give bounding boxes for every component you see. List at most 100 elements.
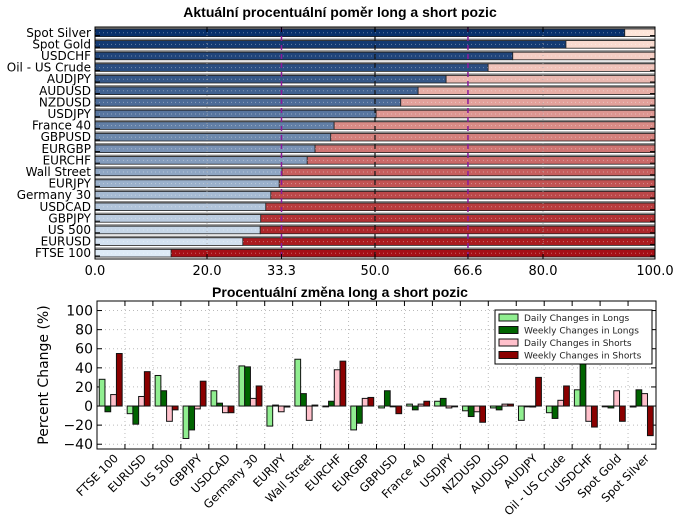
y-tick-label: 20	[75, 380, 93, 396]
y-tick-label: 60	[75, 342, 93, 358]
legend-swatch	[498, 326, 519, 334]
bar-weekly-changes-in-shorts	[227, 405, 235, 414]
bar-weekly-changes-in-shorts	[255, 385, 263, 407]
bar-weekly-changes-in-shorts	[619, 405, 626, 422]
bar-weekly-changes-in-shorts	[479, 405, 487, 423]
legend-label: Daily Changes in Longs	[524, 314, 629, 324]
bar-weekly-changes-in-shorts	[451, 405, 459, 408]
x-tick-label: 80.0	[529, 264, 558, 279]
bar-daily-changes-in-shorts	[389, 405, 397, 408]
bar-daily-changes-in-longs	[406, 403, 413, 407]
bar-daily-changes-in-longs	[238, 365, 246, 407]
y-tick-label: 0	[84, 399, 93, 415]
bar-daily-changes-in-longs	[601, 405, 609, 408]
bar-daily-changes-in-longs	[266, 405, 274, 427]
category-label: NZDUSD	[39, 95, 91, 109]
x-tick-label: 100.0	[636, 264, 673, 279]
x-tick-label: 66.6	[453, 264, 482, 279]
bar-daily-changes-in-shorts	[138, 395, 145, 407]
category-label: US 500	[48, 223, 91, 237]
legend-label: Daily Changes in Shorts	[524, 339, 632, 349]
category-label: Wall Street	[26, 165, 92, 179]
bar-weekly-changes-in-shorts	[115, 353, 123, 407]
plot-frame	[94, 26, 656, 260]
bar-weekly-changes-in-longs	[272, 404, 279, 407]
bar-weekly-changes-in-longs	[579, 357, 587, 407]
top-chart-title: Aktuální procentuální poměr long a short…	[183, 4, 497, 20]
category-label: GBPJPY	[48, 211, 91, 225]
category-label: EURCHF	[43, 153, 92, 167]
bar-weekly-changes-in-shorts	[535, 376, 542, 407]
bar-daily-changes-in-shorts	[166, 405, 173, 422]
bar-weekly-changes-in-longs	[216, 402, 223, 407]
y-tick-label: 40	[75, 361, 93, 377]
x-tick-label: 33.3	[267, 264, 296, 279]
row-separator	[95, 212, 655, 215]
bar-weekly-changes-in-shorts	[339, 360, 347, 407]
bar-daily-changes-in-longs	[490, 405, 497, 409]
row-separator	[95, 96, 655, 99]
bar-daily-changes-in-shorts	[613, 390, 621, 407]
bar-weekly-changes-in-shorts	[199, 380, 207, 407]
bar-daily-changes-in-shorts	[641, 393, 648, 407]
bar-daily-changes-in-shorts	[501, 403, 509, 407]
bar-weekly-changes-in-longs	[132, 405, 140, 425]
row-separator	[95, 50, 655, 53]
bar-daily-changes-in-shorts	[529, 405, 537, 408]
legend-label: Weekly Changes in Longs	[524, 327, 639, 337]
bar-weekly-changes-in-shorts	[507, 403, 514, 407]
bar-weekly-changes-in-shorts	[591, 405, 598, 428]
category-label: EURJPY	[48, 177, 91, 191]
bar-weekly-changes-in-longs	[411, 405, 419, 411]
category-label: USDCAD	[40, 200, 91, 214]
y-tick-label: −40	[63, 437, 93, 453]
bar-weekly-changes-in-longs	[495, 405, 503, 411]
bar-daily-changes-in-shorts	[473, 405, 481, 413]
bar-weekly-changes-in-longs	[300, 393, 307, 407]
bar-daily-changes-in-longs	[350, 405, 358, 431]
bar-weekly-changes-in-shorts	[283, 405, 291, 408]
bar-weekly-changes-in-longs	[523, 405, 531, 408]
bar-weekly-changes-in-shorts	[311, 404, 319, 407]
bar-daily-changes-in-longs	[462, 405, 469, 412]
bar-daily-changes-in-longs	[294, 358, 302, 407]
bar-weekly-changes-in-longs	[551, 405, 559, 419]
bar-daily-changes-in-shorts	[417, 403, 425, 407]
bar-daily-changes-in-shorts	[277, 405, 285, 413]
y-tick-label: 80	[75, 323, 93, 339]
bar-daily-changes-in-shorts	[333, 369, 341, 407]
bar-weekly-changes-in-longs	[328, 400, 335, 407]
x-tick-label: 50.0	[361, 264, 390, 279]
bar-daily-changes-in-shorts	[221, 405, 229, 414]
bar-daily-changes-in-longs	[545, 405, 553, 414]
bar-weekly-changes-in-longs	[104, 405, 112, 413]
bar-daily-changes-in-longs	[573, 389, 581, 407]
y-tick-label: 100	[66, 304, 93, 320]
category-label: Oil - US Crude	[7, 61, 91, 75]
legend-swatch	[498, 338, 519, 347]
legend-swatch	[498, 351, 519, 359]
bar-daily-changes-in-shorts	[361, 397, 369, 407]
bar-daily-changes-in-longs	[322, 405, 330, 408]
bar-weekly-changes-in-shorts	[395, 405, 403, 415]
row-separator	[95, 61, 655, 64]
bar-weekly-changes-in-shorts	[171, 405, 179, 411]
bar-daily-changes-in-longs	[210, 390, 218, 407]
bar-daily-changes-in-longs	[629, 405, 637, 408]
bar-daily-changes-in-shorts	[194, 405, 201, 410]
y-tick-label: −20	[63, 418, 93, 434]
legend: Daily Changes in Longs Weekly Changes in …	[494, 309, 653, 365]
bar-weekly-changes-in-longs	[439, 397, 447, 407]
bar-daily-changes-in-shorts	[445, 405, 453, 409]
y-axis-label: Percent Change (%)	[36, 305, 52, 444]
bar-weekly-changes-in-shorts	[367, 396, 375, 407]
bar-daily-changes-in-longs	[517, 405, 525, 421]
legend-label: Weekly Changes in Shorts	[524, 352, 642, 362]
category-label: EURGBP	[42, 142, 91, 156]
category-label: EURUSD	[41, 235, 91, 249]
bar-weekly-changes-in-longs	[356, 405, 363, 424]
bar-weekly-changes-in-longs	[635, 389, 643, 407]
bar-weekly-changes-in-shorts	[143, 371, 151, 407]
